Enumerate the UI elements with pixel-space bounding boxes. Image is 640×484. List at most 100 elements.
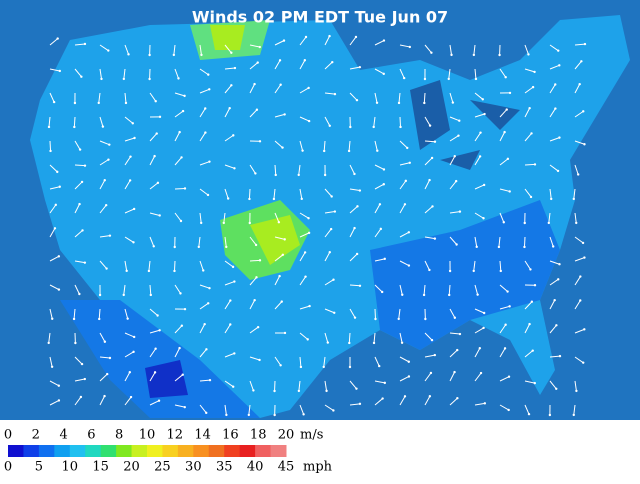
arrow-head (332, 279, 334, 281)
wind-arrow (174, 261, 175, 271)
arrow-head (59, 186, 61, 188)
wind-arrow (349, 333, 350, 343)
mph-tick-label: 5 (35, 460, 43, 475)
arrow-head (498, 54, 500, 56)
arrow-head (49, 150, 51, 152)
arrow-head (524, 222, 526, 224)
arrow-head (423, 102, 425, 104)
arrow-head (429, 124, 431, 126)
mph-tick-label: 10 (62, 460, 79, 475)
arrow-head (383, 73, 385, 75)
arrow-head (225, 246, 227, 248)
arrow-head (456, 397, 458, 399)
arrow-head (555, 324, 557, 326)
arrow-head (408, 264, 410, 266)
arrow-head (454, 317, 456, 319)
arrow-head (284, 332, 286, 334)
arrow-head (483, 312, 485, 314)
map-title: Winds 02 PM EDT Tue Jun 07 (192, 8, 448, 27)
arrow-head (374, 318, 376, 320)
legend-swatch (224, 445, 240, 457)
arrow-head (475, 78, 477, 80)
arrow-head (423, 294, 425, 296)
arrow-head (178, 347, 180, 349)
arrow-head (476, 246, 478, 248)
arrow-head (356, 253, 358, 255)
arrow-head (209, 379, 211, 381)
arrow-head (331, 61, 333, 63)
arrow-head (431, 339, 433, 341)
arrow-head (125, 102, 127, 104)
arrow-head (132, 241, 134, 243)
arrow-head (428, 269, 430, 271)
arrow-head (200, 54, 202, 56)
arrow-head (302, 413, 304, 415)
arrow-head (81, 229, 83, 231)
arrow-head (154, 371, 156, 373)
arrow-head (558, 263, 560, 265)
arrow-head (256, 109, 258, 111)
arrow-head (182, 110, 184, 112)
legend-swatch (147, 445, 163, 457)
arrow-head (98, 102, 100, 104)
arrow-head (108, 143, 110, 145)
arrow-head (529, 268, 531, 270)
arrow-head (123, 294, 125, 296)
arrow-head (58, 385, 60, 387)
arrow-head (484, 402, 486, 404)
wind-arrow (249, 189, 250, 199)
arrow-head (73, 318, 75, 320)
arrow-head (584, 43, 586, 45)
arrow-head (579, 275, 581, 277)
ms-tick-label: 8 (115, 428, 123, 443)
arrow-head (324, 174, 326, 176)
arrow-head (80, 76, 82, 78)
arrow-head (409, 162, 411, 164)
arrow-head (359, 403, 361, 405)
arrow-head (279, 84, 281, 86)
arrow-head (376, 102, 378, 104)
mph-tick-label: 25 (154, 460, 171, 475)
arrow-head (430, 372, 432, 374)
wind-arrow (75, 165, 85, 166)
arrow-head (200, 222, 202, 224)
mph-tick-label: 20 (123, 460, 140, 475)
arrow-head (79, 148, 81, 150)
arrow-head (330, 195, 332, 197)
arrow-head (148, 270, 150, 272)
wind-arrow (175, 188, 185, 189)
arrow-head (408, 375, 410, 377)
ms-tick-label: 18 (250, 428, 267, 443)
mph-tick-label: 15 (92, 460, 109, 475)
arrow-head (51, 318, 53, 320)
arrow-head (579, 299, 581, 301)
arrow-head (504, 347, 506, 349)
arrow-head (373, 342, 375, 344)
arrow-head (273, 390, 275, 392)
arrow-head (553, 299, 555, 301)
arrow-head (534, 382, 536, 384)
arrow-head (205, 412, 207, 414)
arrow-head (383, 168, 385, 170)
arrow-head (252, 389, 254, 391)
wind-arrow (50, 141, 51, 151)
arrow-head (273, 414, 275, 416)
arrow-head (123, 78, 125, 80)
arrow-head (503, 131, 505, 133)
arrow-head (383, 39, 385, 41)
arrow-head (208, 88, 210, 90)
arrow-head (376, 150, 378, 152)
arrow-head (483, 113, 485, 115)
arrow-head (203, 323, 205, 325)
arrow-head (230, 84, 232, 86)
arrow-head (452, 101, 454, 103)
arrow-head (132, 122, 134, 124)
arrow-head (207, 302, 209, 304)
arrow-head (253, 299, 255, 301)
arrow-head (107, 158, 109, 160)
arrow-head (182, 373, 184, 375)
arrow-head (232, 134, 234, 136)
arrow-head (559, 355, 561, 357)
arrow-head (155, 100, 157, 102)
arrow-head (504, 324, 506, 326)
